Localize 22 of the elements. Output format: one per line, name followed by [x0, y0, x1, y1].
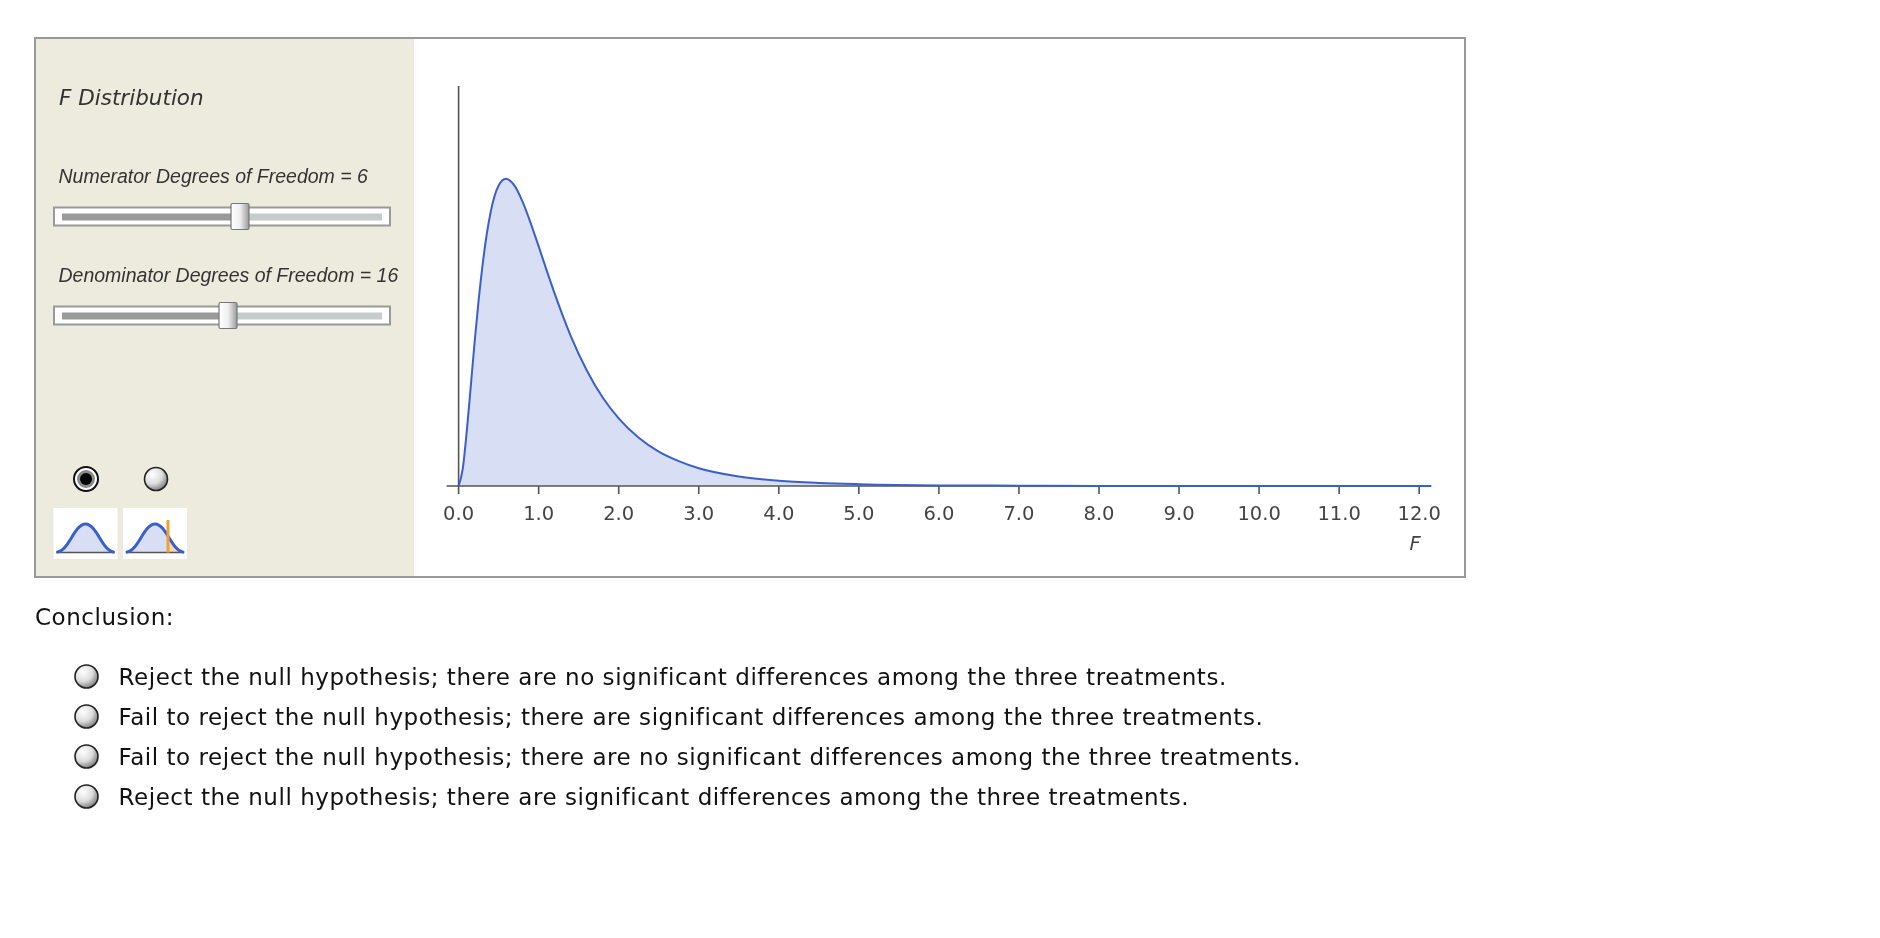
- x-tick-label: 1.0: [523, 502, 555, 525]
- text: Numerator Degrees of Freedom = 6: [58, 165, 369, 187]
- x-tick-label: 11.0: [1317, 502, 1361, 525]
- text: Denominator Degrees of Freedom = 16: [58, 264, 399, 286]
- x-tick-label: 7.0: [1003, 502, 1035, 525]
- text: Reject the null hypothesis; there are significant differences among the three treatments.: [118, 783, 1190, 810]
- x-tick-label: 6.0: [923, 502, 955, 525]
- x-tick-label: 5.0: [843, 502, 875, 525]
- text: Reject the null hypothesis; there are no significant differences among the three treatments.: [118, 663, 1227, 690]
- x-tick-label: 3.0: [683, 502, 715, 525]
- x-tick-label: 8.0: [1083, 502, 1115, 525]
- text: Fail to reject the null hypothesis; there are significant differences among the three treatments.: [118, 703, 1264, 730]
- x-tick-label: 4.0: [763, 502, 795, 525]
- text: Conclusion:: [35, 604, 175, 630]
- x-axis-title: F: [1409, 532, 1422, 555]
- x-tick-label: 2.0: [603, 502, 635, 525]
- x-tick-label: 9.0: [1163, 502, 1195, 525]
- x-tick-label: 10.0: [1237, 502, 1281, 525]
- text: F Distribution: [59, 85, 204, 110]
- x-tick-label: 12.0: [1397, 502, 1441, 525]
- text: Fail to reject the null hypothesis; there are no significant differences among the three treatments.: [118, 743, 1301, 770]
- x-tick-label: 0.0: [443, 502, 475, 525]
